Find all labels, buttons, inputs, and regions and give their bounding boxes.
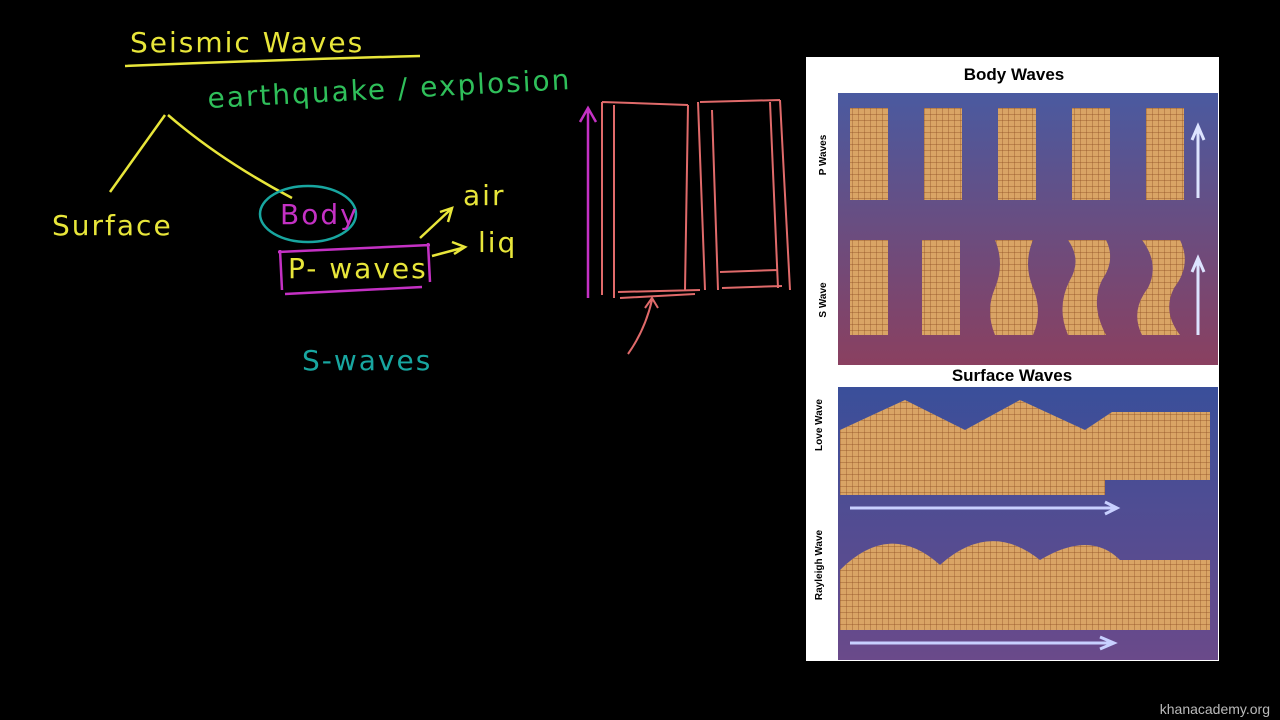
watermark: khanacademy.org bbox=[1160, 701, 1270, 717]
arrows bbox=[419, 206, 468, 258]
p-waves-label: P- waves bbox=[288, 252, 428, 285]
s-waves-label: S-waves bbox=[302, 344, 432, 377]
circle bbox=[258, 184, 358, 244]
arrow-up bbox=[627, 296, 659, 355]
body-label: Body bbox=[280, 198, 359, 231]
blocks bbox=[850, 108, 1206, 335]
box bbox=[277, 242, 432, 296]
title: Seismic Waves bbox=[130, 26, 364, 59]
columns bbox=[601, 99, 791, 299]
figure-heading: Surface Waves bbox=[952, 366, 1072, 385]
figure-label: Rayleigh Wave bbox=[814, 529, 825, 600]
underline bbox=[124, 54, 421, 68]
wave-blocks bbox=[840, 400, 1210, 651]
figure-heading: Body Waves bbox=[964, 65, 1064, 84]
surface-label: Surface bbox=[52, 209, 173, 242]
figure-label: P Waves bbox=[818, 134, 829, 175]
up-arrow bbox=[578, 105, 598, 298]
figure-label: Love Wave bbox=[814, 399, 825, 451]
branches bbox=[108, 114, 293, 200]
figure-label: S Wave bbox=[818, 282, 829, 318]
air-label: air bbox=[463, 179, 505, 212]
liquid-label: liq bbox=[478, 226, 517, 259]
